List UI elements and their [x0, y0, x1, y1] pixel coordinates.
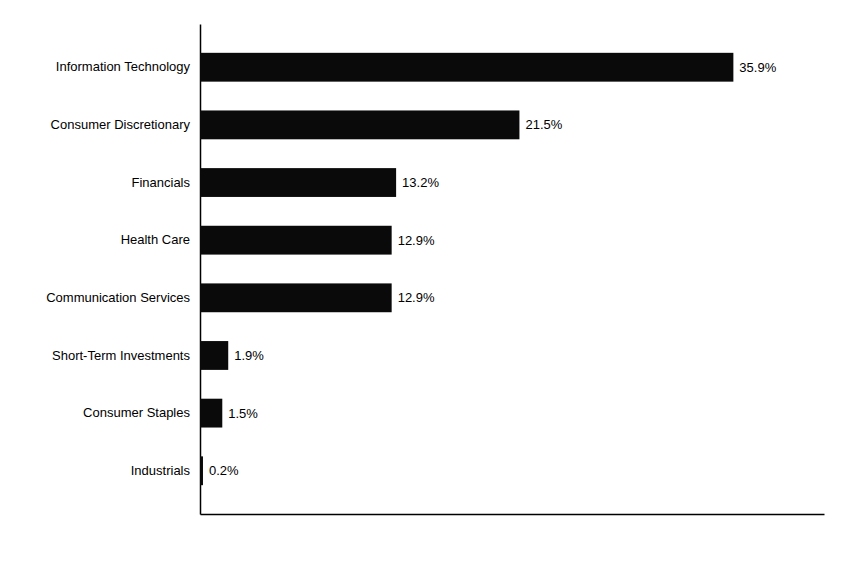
tick: Information Technology [56, 59, 191, 74]
data-label: 13.2% [402, 175, 439, 190]
value-axis [201, 514, 825, 515]
bar [200, 110, 519, 139]
tick-label: Consumer Discretionary [51, 117, 191, 132]
bar [200, 341, 228, 370]
data-label: 12.9% [398, 233, 435, 248]
tick-label: Short-Term Investments [52, 348, 190, 363]
data-label: 35.9% [739, 60, 776, 75]
tick-label: Communication Services [46, 290, 190, 305]
tick: Consumer Discretionary [51, 117, 191, 132]
axis-line [201, 514, 825, 516]
category-axis: Industrials Consumer Staples Short-Term In… [46, 25, 200, 515]
tick: Financials [131, 175, 190, 190]
data-label: 1.9% [234, 348, 264, 363]
chart: Industrials Consumer Staples Short-Term In… [0, 0, 864, 564]
tick-label: Health Care [121, 232, 190, 247]
data-label: 0.2% [209, 463, 239, 478]
bars [200, 53, 733, 485]
tick: Industrials [131, 463, 191, 478]
data-label: 12.9% [398, 290, 435, 305]
data-label: 21.5% [525, 117, 562, 132]
data-labels: 0.2% 1.5% 1.9% 12.9% 12.9% 13.2% 21.5% 35.9% [209, 60, 777, 479]
tick: Health Care [121, 232, 190, 247]
bar [200, 456, 203, 485]
plot: Industrials Consumer Staples Short-Term In… [46, 25, 824, 515]
data-label: 1.5% [228, 406, 258, 421]
tick-label: Financials [131, 175, 190, 190]
bar [200, 168, 396, 197]
tick: Consumer Staples [83, 405, 190, 420]
bar [200, 283, 392, 312]
tick-label: Information Technology [56, 59, 191, 74]
tick-label: Consumer Staples [83, 405, 190, 420]
bar [200, 226, 392, 255]
tick: Short-Term Investments [52, 348, 190, 363]
bar [200, 53, 733, 82]
tick-label: Industrials [131, 463, 191, 478]
axis-line [200, 25, 202, 515]
bar [200, 399, 222, 428]
tick: Communication Services [46, 290, 190, 305]
